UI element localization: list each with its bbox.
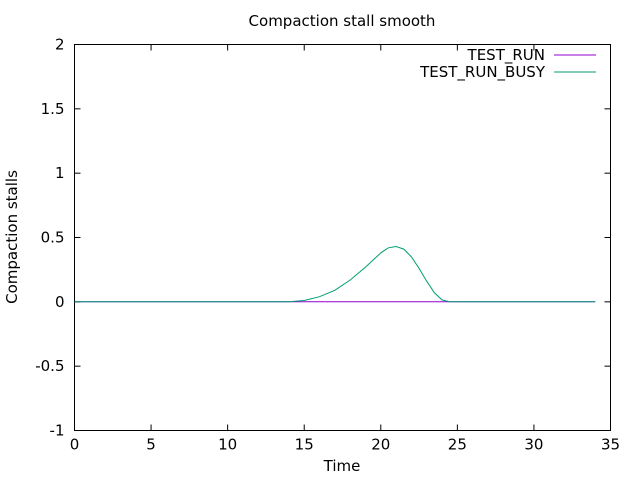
y-tick-label: 1 <box>55 164 65 182</box>
x-tick-label: 10 <box>218 436 237 454</box>
plot-frame <box>74 44 611 431</box>
chart-title: Compaction stall smooth <box>249 12 436 30</box>
y-tick-label: 0 <box>55 293 65 311</box>
y-tick-label: 2 <box>55 36 65 54</box>
y-tick-label: -0.5 <box>35 357 64 375</box>
x-tick-label: 20 <box>371 436 390 454</box>
x-tick-label: 15 <box>295 436 314 454</box>
legend-label: TEST_RUN <box>467 46 545 65</box>
legend-label: TEST_RUN_BUSY <box>419 63 546 82</box>
x-tick-label: 25 <box>448 436 467 454</box>
x-tick-label: 0 <box>70 436 80 454</box>
series-line-test-run-busy <box>74 245 596 303</box>
y-tick-label: -1 <box>50 422 65 440</box>
x-tick-label: 30 <box>524 436 543 454</box>
y-tick-label: 0.5 <box>41 229 65 247</box>
y-tick-label: 1.5 <box>41 100 65 118</box>
x-tick-label: 5 <box>146 436 156 454</box>
series-lines <box>74 245 596 303</box>
x-tick-label: 35 <box>601 436 620 454</box>
x-axis-label: Time <box>323 457 361 475</box>
axis-ticks: 0 5 10 15 20 25 30 35 2 1.5 1 0.5 0 -0.5 -1 <box>35 36 620 454</box>
y-axis-label: Compaction stalls <box>3 170 21 304</box>
